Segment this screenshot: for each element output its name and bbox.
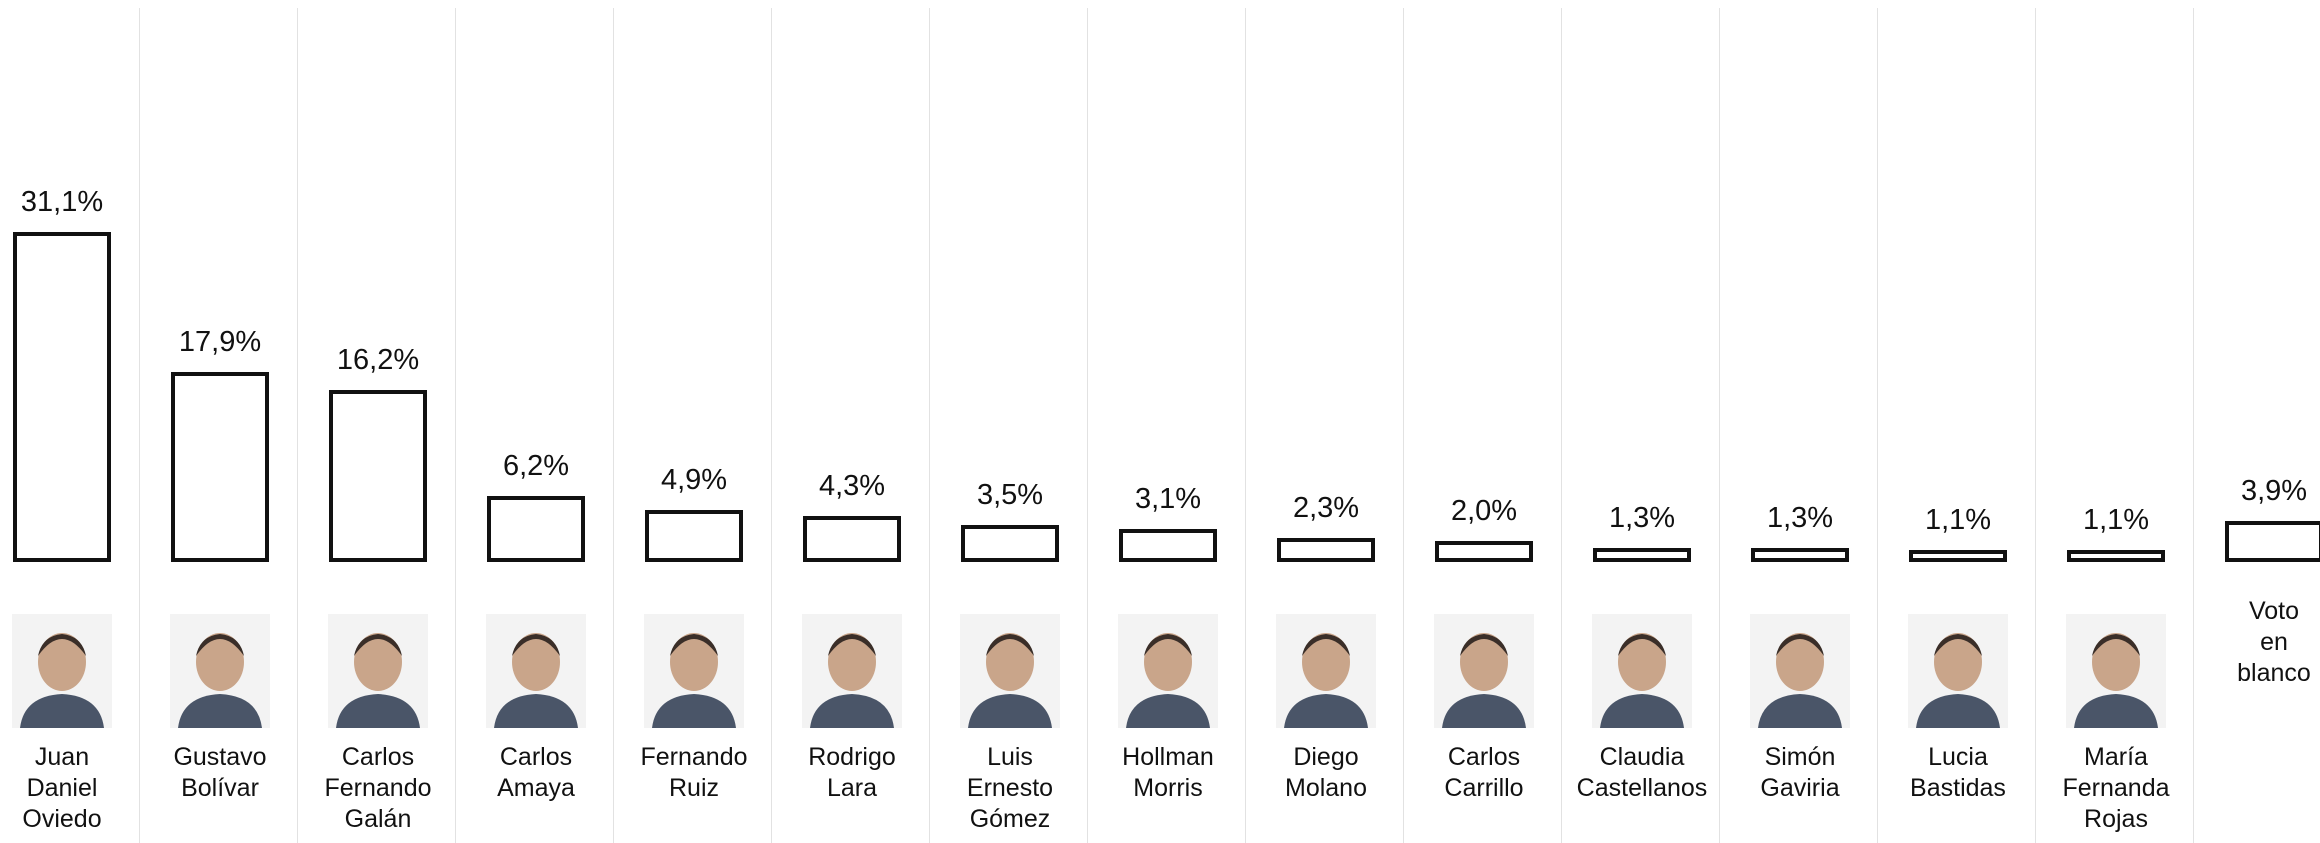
value-label: 2,0% [1404,495,1564,528]
candidate-photo [1118,614,1218,728]
candidate-photo [1434,614,1534,728]
candidate-name: Rodrigo Lara [774,742,930,804]
candidate-name: Claudia Castellanos [1564,742,1720,804]
column-separator [455,8,456,843]
column-separator [2035,8,2036,843]
candidate-name: Hollman Morris [1090,742,1246,804]
column-separator [1403,8,1404,843]
candidate-photo [1908,614,2008,728]
photo-placeholder [644,614,744,728]
value-label: 17,9% [140,326,300,359]
candidate-name: María Fernanda Rojas [2038,742,2194,835]
bar [1119,529,1217,562]
candidate-photo [170,614,270,728]
photo-placeholder [2066,614,2166,728]
candidate-photo [1276,614,1376,728]
value-label: 1,3% [1720,502,1880,535]
column-separator [1877,8,1878,843]
candidate-photo [802,614,902,728]
value-label: 4,3% [772,470,932,503]
value-label: 3,9% [2194,475,2320,508]
candidate-name: Diego Molano [1248,742,1404,804]
column-separator [929,8,930,843]
column-separator [1561,8,1562,843]
value-label: 4,9% [614,464,774,497]
candidate-photo [1750,614,1850,728]
photo-placeholder [170,614,270,728]
candidate-name: Gustavo Bolívar [142,742,298,804]
value-label: 2,3% [1246,492,1406,525]
bar [13,232,111,562]
value-label: 3,1% [1088,483,1248,516]
candidate-name: Fernando Ruiz [616,742,772,804]
candidate-name: Carlos Fernando Galán [300,742,456,835]
candidate-photo [486,614,586,728]
column-separator [139,8,140,843]
candidate-name: Juan Daniel Oviedo [0,742,140,835]
photo-placeholder [1592,614,1692,728]
photo-placeholder [1908,614,2008,728]
candidate-photo [644,614,744,728]
value-label: 31,1% [0,186,142,219]
bar [961,525,1059,562]
bar [329,390,427,562]
bar [1435,541,1533,562]
bar [171,372,269,562]
candidate-name: Luis Ernesto Gómez [932,742,1088,835]
bar [1277,538,1375,562]
column-separator [1087,8,1088,843]
column-separator [1245,8,1246,843]
value-label: 1,3% [1562,502,1722,535]
photo-placeholder [1276,614,1376,728]
bar [803,516,901,562]
candidate-photo [12,614,112,728]
photo-placeholder [802,614,902,728]
chart: 31,1% Juan Daniel Oviedo 17,9% Gustavo Bolí… [0,0,2320,843]
column-separator [771,8,772,843]
candidate-name: Voto en blanco [2196,596,2320,689]
photo-placeholder [486,614,586,728]
candidate-photo [960,614,1060,728]
photo-placeholder [328,614,428,728]
candidate-name: Simón Gaviria [1722,742,1878,804]
column-separator [2193,8,2194,843]
value-label: 16,2% [298,344,458,377]
photo-placeholder [12,614,112,728]
photo-placeholder [1434,614,1534,728]
value-label: 1,1% [2036,504,2196,537]
candidate-name: Lucia Bastidas [1880,742,2036,804]
value-label: 3,5% [930,479,1090,512]
photo-placeholder [1750,614,1850,728]
value-label: 6,2% [456,450,616,483]
value-label: 1,1% [1878,504,2038,537]
bar [2225,521,2320,562]
photo-placeholder [960,614,1060,728]
photo-placeholder [1118,614,1218,728]
candidate-photo [328,614,428,728]
bar [487,496,585,562]
column-separator [1719,8,1720,843]
column-separator [613,8,614,843]
candidate-photo [1592,614,1692,728]
candidate-name: Carlos Amaya [458,742,614,804]
bar [1909,550,2007,562]
candidate-photo [2066,614,2166,728]
bar [1593,548,1691,562]
bar [1751,548,1849,562]
bar [2067,550,2165,562]
column-separator [297,8,298,843]
bar [645,510,743,562]
candidate-name: Carlos Carrillo [1406,742,1562,804]
